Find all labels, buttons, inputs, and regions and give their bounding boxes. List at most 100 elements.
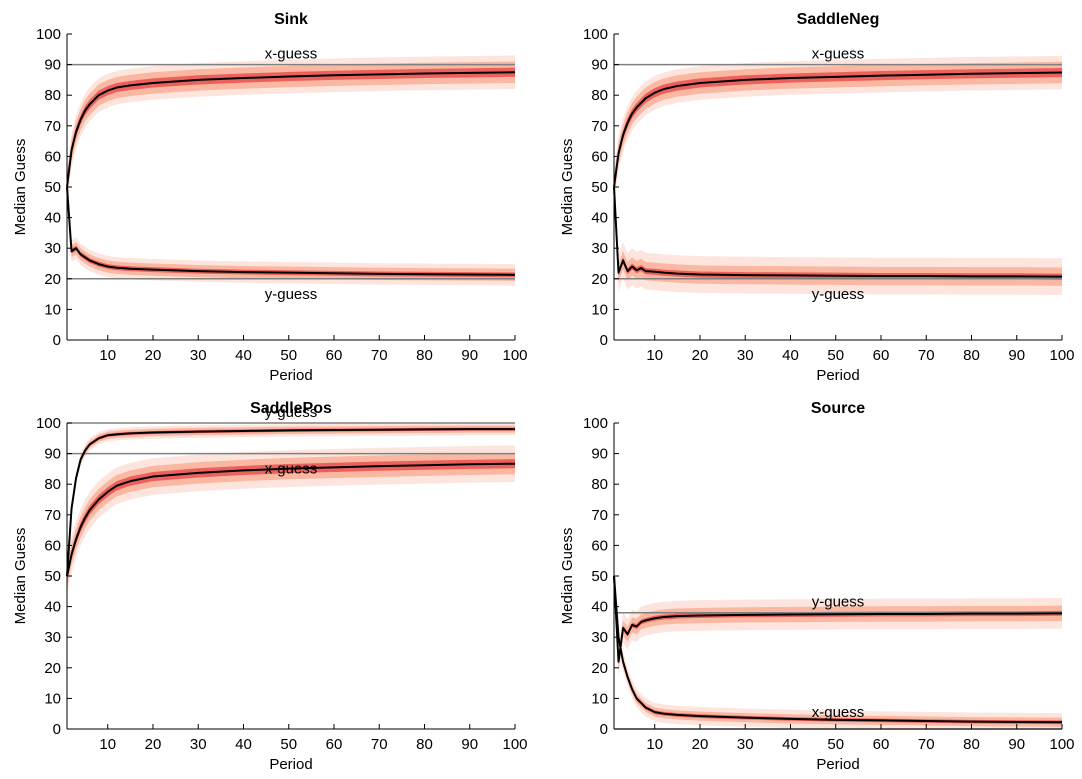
y-tick-label: 100 bbox=[36, 415, 61, 432]
x-tick-label: 100 bbox=[1049, 736, 1074, 753]
y-tick-label: 50 bbox=[44, 568, 61, 585]
x-tick-label: 30 bbox=[737, 347, 754, 364]
y-tick-label: 40 bbox=[591, 599, 608, 616]
x-axis-label: Period bbox=[816, 756, 859, 773]
y-tick-label: 80 bbox=[44, 87, 61, 104]
y-tick-label: 50 bbox=[44, 179, 61, 196]
reference-label-y-guess: y-guess bbox=[812, 594, 865, 611]
x-tick-label: 80 bbox=[963, 736, 980, 753]
y-tick-label: 20 bbox=[44, 271, 61, 288]
x-tick-label: 40 bbox=[235, 736, 252, 753]
y-tick-label: 40 bbox=[44, 210, 61, 227]
y-tick-label: 10 bbox=[591, 301, 608, 318]
x-tick-label: 30 bbox=[737, 736, 754, 753]
median-line-2 bbox=[613, 575, 1063, 724]
reference-label-x-guess: x-guess bbox=[812, 704, 865, 721]
y-tick-label: 90 bbox=[44, 57, 61, 74]
y-tick-label: 70 bbox=[591, 507, 608, 524]
y-tick-label: 10 bbox=[44, 690, 61, 707]
y-axis-label: Median Guess bbox=[12, 139, 29, 236]
x-tick-label: 100 bbox=[502, 736, 527, 753]
y-tick-label: 10 bbox=[591, 690, 608, 707]
chart-panel-1: x-guess y-guess 0 10 20 30 40 50 60 70 80 90 100 10 20… bbox=[12, 11, 528, 384]
confidence-band-2-3 bbox=[614, 183, 1062, 280]
reference-label-x-guess: x-guess bbox=[812, 46, 865, 63]
reference-label-y-guess: y-guess bbox=[265, 286, 318, 303]
y-tick-label: 0 bbox=[600, 721, 608, 738]
y-tick-label: 100 bbox=[583, 26, 608, 43]
y-tick-label: 0 bbox=[53, 721, 61, 738]
y-tick-label: 70 bbox=[591, 118, 608, 135]
x-tick-label: 60 bbox=[326, 736, 343, 753]
confidence-band-1-1 bbox=[67, 55, 515, 204]
y-tick-label: 100 bbox=[583, 415, 608, 432]
y-tick-label: 100 bbox=[36, 26, 61, 43]
y-tick-label: 60 bbox=[44, 537, 61, 554]
x-tick-label: 80 bbox=[416, 736, 433, 753]
confidence-band-1-1 bbox=[67, 423, 515, 583]
chart-panel-2: x-guess y-guess 0 10 20 30 40 50 60 70 80 90 100 10 20… bbox=[559, 11, 1075, 384]
y-tick-label: 30 bbox=[591, 240, 608, 257]
y-tick-label: 60 bbox=[44, 148, 61, 165]
x-tick-label: 70 bbox=[371, 347, 388, 364]
median-line-1 bbox=[613, 575, 1063, 663]
x-tick-label: 50 bbox=[280, 736, 297, 753]
median-line-1 bbox=[66, 428, 515, 577]
y-tick-label: 0 bbox=[600, 332, 608, 349]
x-tick-label: 30 bbox=[190, 736, 207, 753]
x-tick-label: 40 bbox=[782, 347, 799, 364]
x-axis-label: Period bbox=[269, 756, 312, 773]
x-tick-label: 40 bbox=[782, 736, 799, 753]
y-tick-label: 60 bbox=[591, 537, 608, 554]
x-tick-label: 10 bbox=[646, 736, 663, 753]
x-tick-label: 10 bbox=[99, 347, 116, 364]
y-tick-label: 50 bbox=[591, 179, 608, 196]
chart-title: Source bbox=[811, 400, 865, 417]
reference-label-y-guess: y-guess bbox=[812, 286, 865, 303]
x-tick-label: 20 bbox=[692, 347, 709, 364]
confidence-band-1-2 bbox=[614, 568, 1062, 670]
y-tick-label: 40 bbox=[591, 210, 608, 227]
y-tick-label: 60 bbox=[591, 148, 608, 165]
y-tick-label: 0 bbox=[53, 332, 61, 349]
x-tick-label: 90 bbox=[1008, 736, 1025, 753]
x-tick-label: 60 bbox=[326, 347, 343, 364]
y-tick-label: 90 bbox=[591, 57, 608, 74]
x-tick-label: 10 bbox=[99, 736, 116, 753]
chart-panel-4: y-guess x-guess 0 10 20 30 40 50 60 70 80 90 100 10 20… bbox=[559, 400, 1075, 773]
x-tick-label: 100 bbox=[1049, 347, 1074, 364]
chart-panel-3: y-guess x-guess 0 10 20 30 40 50 60 70 80 90 100 10 20… bbox=[12, 400, 528, 773]
reference-label-y-guess: y-guess bbox=[265, 404, 318, 421]
y-tick-label: 80 bbox=[44, 476, 61, 493]
x-tick-label: 60 bbox=[873, 347, 890, 364]
y-tick-label: 20 bbox=[44, 660, 61, 677]
x-tick-label: 80 bbox=[416, 347, 433, 364]
x-axis-label: Period bbox=[269, 367, 312, 384]
y-tick-label: 50 bbox=[591, 568, 608, 585]
median-line-2 bbox=[66, 462, 516, 577]
median-line-2 bbox=[613, 186, 1063, 278]
y-tick-label: 90 bbox=[44, 446, 61, 463]
y-tick-label: 80 bbox=[591, 476, 608, 493]
y-tick-label: 40 bbox=[44, 599, 61, 616]
x-tick-label: 80 bbox=[963, 347, 980, 364]
y-tick-label: 20 bbox=[591, 271, 608, 288]
x-tick-label: 100 bbox=[502, 347, 527, 364]
y-tick-label: 30 bbox=[591, 629, 608, 646]
x-tick-label: 90 bbox=[1008, 347, 1025, 364]
x-tick-label: 70 bbox=[918, 347, 935, 364]
y-tick-label: 90 bbox=[591, 446, 608, 463]
y-tick-label: 30 bbox=[44, 240, 61, 257]
y-tick-label: 70 bbox=[44, 507, 61, 524]
x-tick-label: 20 bbox=[145, 736, 162, 753]
x-tick-label: 60 bbox=[873, 736, 890, 753]
x-tick-label: 70 bbox=[918, 736, 935, 753]
x-tick-label: 40 bbox=[235, 347, 252, 364]
x-tick-label: 50 bbox=[827, 347, 844, 364]
confidence-band-2-1 bbox=[614, 168, 1062, 296]
chart-title: SaddlePos bbox=[250, 400, 332, 417]
y-tick-label: 20 bbox=[591, 660, 608, 677]
y-axis-label: Median Guess bbox=[12, 528, 29, 625]
median-line-1 bbox=[66, 71, 516, 188]
